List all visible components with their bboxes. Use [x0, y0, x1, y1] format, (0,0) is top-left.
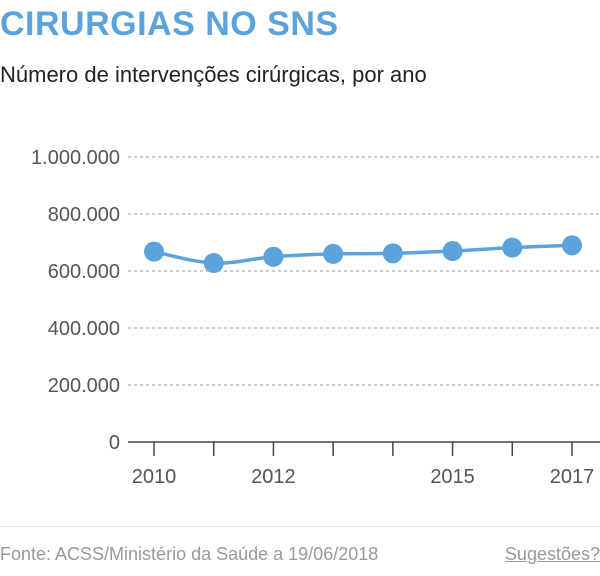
y-tick-label: 200.000 [48, 375, 120, 397]
data-point[interactable] [442, 241, 463, 262]
data-point[interactable] [562, 235, 582, 256]
data-point[interactable] [144, 241, 164, 262]
x-axis: 2010 2012 2015 2017 [128, 441, 600, 488]
x-tick-label: 2017 [550, 466, 595, 488]
y-tick-label: 400.000 [48, 318, 120, 340]
data-point[interactable] [502, 237, 523, 258]
suggestions-link[interactable]: Sugestões? [504, 544, 600, 564]
source-note: Fonte: ACSS/Ministério da Saúde a 19/06/… [0, 544, 379, 564]
x-tick-label: 2010 [132, 466, 177, 488]
chart-title: CIRURGIAS NO SNS [0, 5, 339, 43]
data-point[interactable] [203, 253, 224, 274]
y-axis-ticks: 0 200.000 400.000 600.000 800.000 1.000.000 [31, 147, 120, 454]
y-tick-label: 1.000.000 [31, 147, 120, 169]
line-chart: 0 200.000 400.000 600.000 800.000 1.000.000 2… [31, 147, 600, 488]
data-point[interactable] [382, 243, 403, 264]
series [144, 235, 582, 274]
y-tick-label: 800.000 [48, 204, 120, 226]
y-tick-label: 600.000 [48, 261, 120, 283]
data-point[interactable] [323, 243, 344, 264]
chart-subtitle: Número de intervenções cirúrgicas, por a… [0, 62, 427, 87]
x-tick-label: 2015 [430, 466, 475, 488]
data-point[interactable] [263, 246, 284, 267]
gridlines [128, 156, 600, 386]
x-tick-label: 2012 [251, 466, 296, 488]
footer-divider [0, 526, 600, 527]
y-tick-label: 0 [109, 432, 120, 454]
